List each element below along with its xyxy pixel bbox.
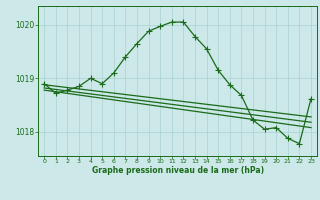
X-axis label: Graphe pression niveau de la mer (hPa): Graphe pression niveau de la mer (hPa) (92, 166, 264, 175)
